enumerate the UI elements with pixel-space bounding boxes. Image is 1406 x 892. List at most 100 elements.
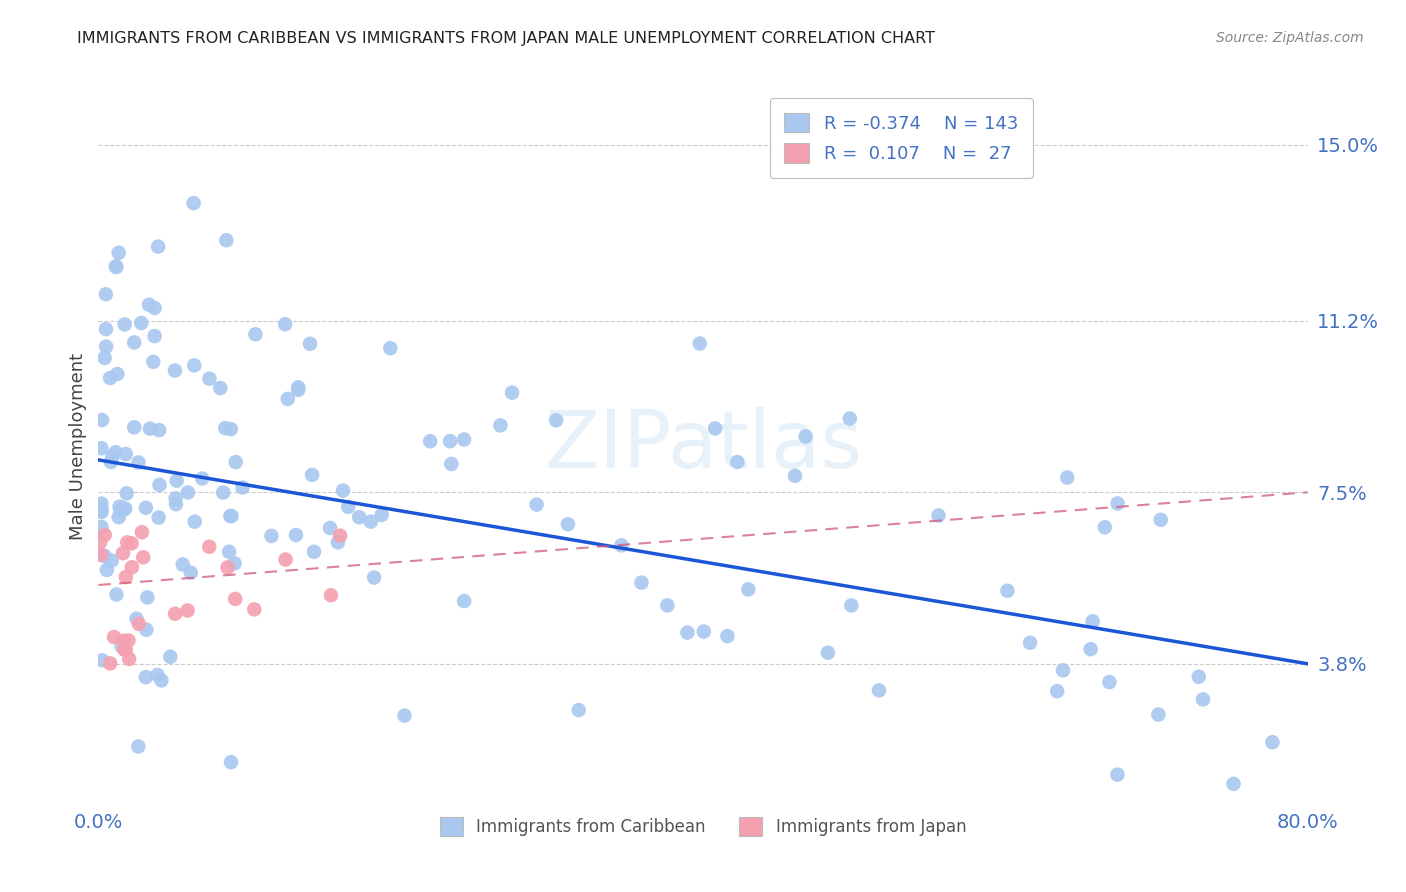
Point	[143, 329, 166, 343]
Point	[121, 560, 143, 574]
Point	[150, 673, 173, 688]
Point	[180, 566, 202, 580]
Point	[110, 504, 132, 518]
Point	[127, 739, 149, 754]
Point	[94, 322, 117, 336]
Point	[329, 529, 352, 543]
Point	[136, 591, 159, 605]
Point	[841, 599, 863, 613]
Point	[453, 594, 475, 608]
Point	[104, 445, 127, 459]
Point	[191, 471, 214, 485]
Point	[105, 260, 128, 274]
Point	[177, 485, 200, 500]
Point	[1080, 642, 1102, 657]
Point	[90, 441, 112, 455]
Point	[363, 570, 385, 584]
Point	[360, 515, 382, 529]
Point	[107, 510, 129, 524]
Point	[165, 491, 187, 506]
Point	[90, 505, 112, 519]
Point	[676, 625, 699, 640]
Point	[198, 540, 221, 554]
Point	[927, 508, 949, 523]
Point	[112, 633, 135, 648]
Point	[90, 548, 112, 562]
Point	[274, 317, 297, 331]
Point	[737, 582, 759, 597]
Point	[117, 633, 139, 648]
Point	[166, 474, 188, 488]
Point	[94, 340, 117, 354]
Point	[214, 421, 236, 435]
Point	[165, 607, 187, 621]
Point	[332, 483, 354, 498]
Point	[1150, 513, 1173, 527]
Point	[183, 359, 205, 373]
Point	[107, 245, 129, 260]
Point	[1081, 615, 1104, 629]
Point	[610, 538, 633, 552]
Point	[370, 508, 392, 522]
Point	[131, 525, 153, 540]
Point	[1107, 496, 1129, 510]
Point	[657, 599, 679, 613]
Point	[1019, 636, 1042, 650]
Point	[148, 478, 170, 492]
Point	[121, 536, 143, 550]
Point	[122, 335, 145, 350]
Point	[90, 520, 112, 534]
Point	[125, 612, 148, 626]
Point	[129, 316, 152, 330]
Point	[143, 301, 166, 315]
Point	[122, 420, 145, 434]
Point	[380, 341, 402, 355]
Point	[838, 411, 860, 425]
Point	[89, 535, 111, 549]
Point	[94, 528, 117, 542]
Point	[132, 550, 155, 565]
Point	[440, 457, 463, 471]
Point	[217, 560, 239, 574]
Point	[183, 196, 205, 211]
Point	[135, 670, 157, 684]
Point	[165, 497, 187, 511]
Point	[319, 521, 342, 535]
Point	[98, 657, 121, 671]
Point	[105, 587, 128, 601]
Point	[135, 623, 157, 637]
Point	[139, 422, 162, 436]
Point	[112, 642, 135, 657]
Text: Source: ZipAtlas.com: Source: ZipAtlas.com	[1216, 31, 1364, 45]
Point	[630, 575, 652, 590]
Point	[91, 653, 114, 667]
Point	[301, 467, 323, 482]
Point	[114, 642, 136, 657]
Point	[114, 570, 136, 584]
Point	[260, 529, 283, 543]
Point	[1261, 735, 1284, 749]
Point	[114, 447, 136, 461]
Point	[108, 500, 131, 514]
Point	[439, 434, 461, 449]
Text: ZIPatlas: ZIPatlas	[544, 407, 862, 485]
Point	[1188, 670, 1211, 684]
Point	[128, 616, 150, 631]
Point	[114, 318, 136, 332]
Point	[224, 557, 246, 571]
Point	[568, 703, 591, 717]
Point	[105, 367, 128, 381]
Point	[419, 434, 441, 449]
Point	[219, 509, 242, 524]
Point	[557, 517, 579, 532]
Point	[716, 629, 738, 643]
Point	[117, 535, 139, 549]
Point	[138, 298, 160, 312]
Point	[146, 239, 169, 253]
Y-axis label: Male Unemployment: Male Unemployment	[69, 352, 87, 540]
Point	[98, 371, 121, 385]
Point	[1192, 692, 1215, 706]
Point	[501, 385, 523, 400]
Point	[103, 630, 125, 644]
Point	[1222, 777, 1244, 791]
